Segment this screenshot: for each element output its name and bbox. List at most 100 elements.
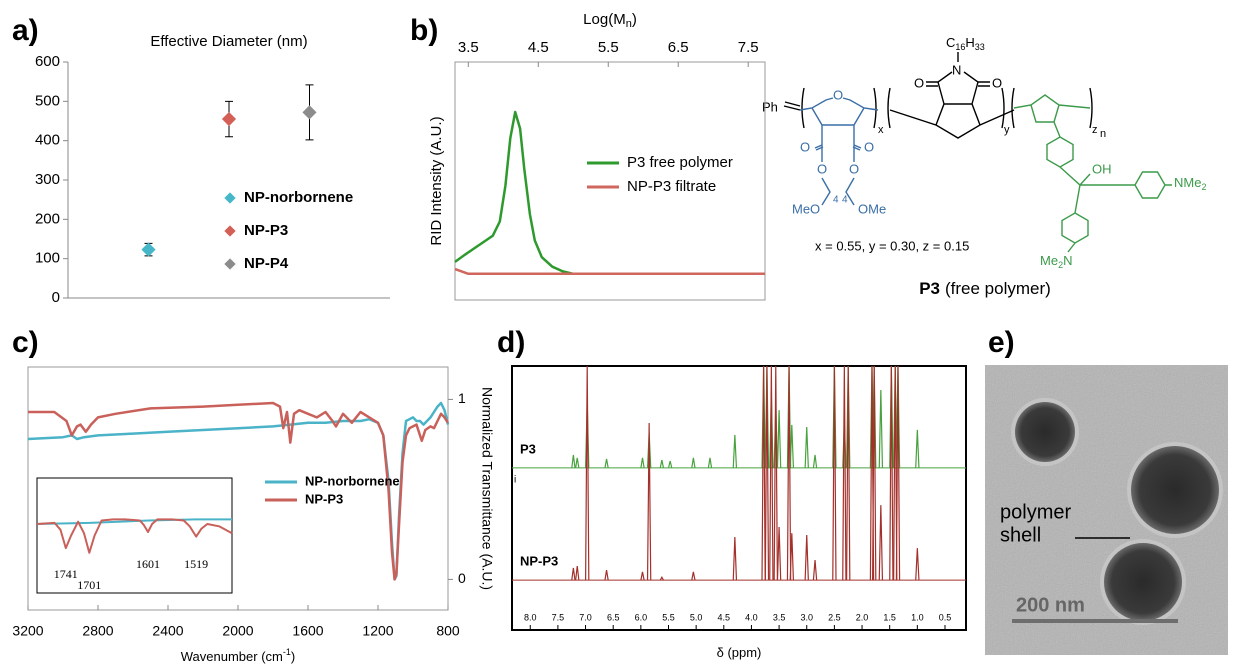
atom: C: [946, 35, 955, 50]
particle: [1015, 402, 1075, 462]
x-tick-label: 6.5: [607, 612, 620, 622]
atom-label: OMe: [858, 201, 886, 216]
peak: [732, 537, 738, 581]
atom-label: O: [914, 75, 924, 90]
axis-title: Wavenumber (cm-1): [181, 647, 295, 664]
peak: [640, 457, 645, 468]
x-tick-label: 5.5: [662, 612, 675, 622]
peak: [604, 569, 609, 581]
peak: [575, 566, 580, 581]
series-line: [36, 518, 232, 525]
legend-label: NP-norbornene: [244, 189, 353, 206]
peak-label: 1519: [184, 557, 208, 571]
peak: [812, 559, 818, 581]
peak: [804, 426, 809, 468]
legend-marker: [224, 258, 236, 270]
x-tick-label: 800: [436, 623, 460, 639]
legend-marker: [224, 192, 236, 204]
atom: N: [1063, 253, 1072, 268]
peak: [764, 365, 770, 581]
y-tick-label: 300: [35, 171, 60, 188]
peak: [776, 410, 782, 468]
peak: [776, 527, 782, 581]
subscript: 16: [955, 42, 965, 52]
legend-marker: [224, 225, 236, 237]
peak: [915, 429, 920, 468]
y-tick-label: 0: [52, 289, 60, 306]
subscript: 33: [975, 42, 985, 52]
peak: [878, 505, 884, 581]
peak: [761, 365, 766, 581]
x-tick-label: 7.5: [738, 39, 759, 56]
peak: [812, 454, 818, 468]
bond: [799, 97, 879, 206]
axis-title-sub: n: [626, 18, 632, 30]
point: [302, 105, 317, 120]
bracket: [801, 87, 1093, 129]
peak-label: 1601: [136, 557, 160, 571]
peak: [893, 365, 898, 581]
atom: H: [965, 35, 974, 50]
peak: [846, 365, 851, 581]
x-tick-label: 5.0: [690, 612, 703, 622]
panel-label: e): [988, 326, 1015, 359]
composition: x = 0.55, y = 0.30, z = 0.15: [815, 238, 969, 253]
legend-label: NP-P3: [305, 491, 343, 506]
series-label: P3: [520, 441, 536, 456]
x-tick-label: 7.0: [579, 612, 592, 622]
x-tick-label: 6.5: [668, 39, 689, 56]
bond: [889, 52, 1015, 139]
subscript: 2: [1201, 182, 1206, 192]
peak-label: 1701: [77, 578, 101, 592]
tem-image: polymer shell 200 nm: [985, 365, 1228, 655]
atom: NMe: [1174, 175, 1201, 190]
repeat-index: z: [1092, 124, 1098, 136]
axis-title: δ (ppm): [717, 645, 762, 660]
atom-label: O: [833, 87, 843, 102]
atom-label: O: [800, 139, 810, 154]
bond: [1013, 94, 1172, 253]
atom-label: O: [849, 161, 859, 176]
peak: [769, 365, 774, 581]
axis-title: Log(Mn): [583, 11, 637, 30]
x-tick-label: 1.5: [883, 612, 896, 622]
repeat-index: y: [1004, 124, 1010, 136]
atom-label: O: [817, 161, 827, 176]
peak: [789, 533, 795, 581]
legend-label: NP-norbornene: [305, 473, 400, 488]
x-tick-label: 0.5: [939, 612, 952, 622]
peak: [640, 571, 645, 581]
series-line: [36, 518, 233, 554]
legend-label: NP-P4: [244, 255, 289, 272]
axis-title-tail: ): [291, 649, 295, 664]
atom-label: C16H33: [946, 35, 985, 52]
peak: [732, 434, 738, 468]
structure-caption: P3 (free polymer): [919, 279, 1051, 298]
plot-frame: [454, 61, 766, 301]
axis-title-text: δ (ppm): [717, 645, 762, 660]
peak: [895, 365, 901, 581]
peak: [773, 365, 778, 581]
x-tick-label: 3.5: [773, 612, 786, 622]
x-tick-label: 2800: [82, 623, 113, 639]
x-tick-label: 2.0: [856, 612, 869, 622]
atom-label: MeO: [792, 201, 820, 216]
series-line: [454, 110, 588, 276]
x-tick-label: 6.0: [635, 612, 648, 622]
panel-label: d): [497, 326, 525, 359]
peak: [571, 567, 576, 581]
x-tick-label: 1200: [362, 623, 393, 639]
peak: [571, 454, 576, 468]
peak: [585, 365, 590, 581]
x-tick-label: 3.0: [800, 612, 813, 622]
peak: [878, 390, 884, 468]
peak-label: 1741: [54, 567, 78, 581]
atom-label: Me2N: [1040, 253, 1072, 270]
tem-label: shell: [1000, 524, 1041, 546]
x-tick-label: 2000: [222, 623, 253, 639]
x-tick-label: 5.5: [598, 39, 619, 56]
plot-frame: [27, 366, 449, 611]
plot-frame: [36, 477, 233, 594]
